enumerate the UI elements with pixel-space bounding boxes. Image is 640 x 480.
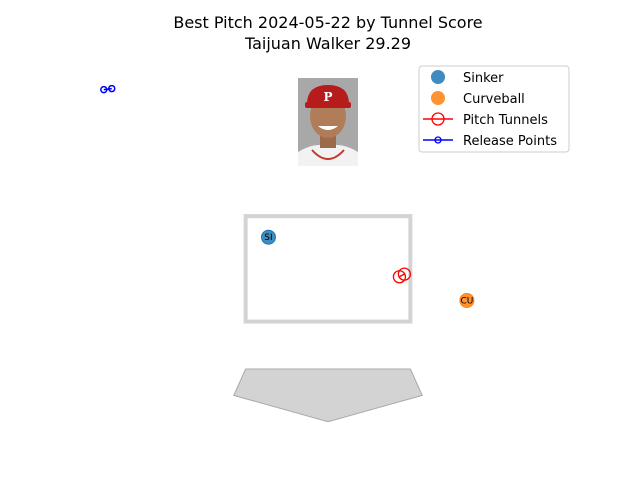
pitch-label-si-0: SI (264, 233, 272, 243)
release-points-line (103, 87, 112, 91)
pitch-marks-layer: SI CU (100, 84, 475, 308)
home-plate-layer (233, 368, 423, 423)
home-plate (233, 368, 423, 423)
legend-marker-curveball (431, 91, 445, 105)
legend-label-release-points: Release Points (463, 134, 557, 149)
pitch-label-cu-0: CU (460, 296, 473, 306)
legend-marker-sinker (431, 70, 445, 84)
legend-marker-release-points (434, 136, 442, 144)
legend: Sinker Curveball Pitch Tunnels Release Poin… (418, 65, 570, 153)
pitch-point-si-0 (260, 229, 276, 245)
release-point-1 (107, 84, 116, 93)
svg-text:P: P (323, 90, 332, 104)
legend-label-curveball: Curveball (463, 92, 525, 107)
strike-zone (243, 214, 413, 324)
chart-title: Best Pitch 2024-05-22 by Tunnel Score (173, 13, 482, 32)
pitch-tunnels-line (399, 273, 405, 278)
legend-frame (418, 65, 570, 153)
legend-marker-pitch-tunnels (431, 112, 445, 126)
release-point-0 (100, 85, 108, 94)
legend-label-sinker: Sinker (463, 71, 504, 86)
pitch-point-cu-0 (459, 292, 475, 308)
pitch-tunnel-1 (397, 267, 412, 281)
chart-subtitle: Taijuan Walker 29.29 (244, 34, 411, 53)
strike-zone-layer (243, 214, 413, 324)
pitcher-photo: P (298, 78, 358, 166)
legend-label-pitch-tunnels: Pitch Tunnels (463, 113, 548, 128)
